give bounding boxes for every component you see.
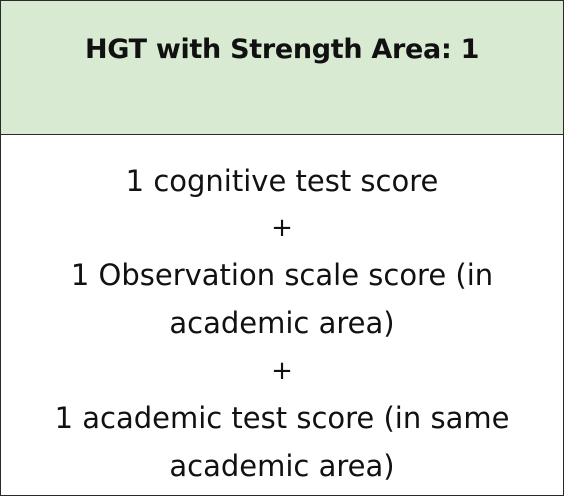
academic-test-line-1: 1 academic test score (in same xyxy=(54,401,510,435)
cognitive-test-line: 1 cognitive test score xyxy=(125,164,439,198)
card-title: HGT with Strength Area: 1 xyxy=(84,34,480,65)
plus-sign-2: + xyxy=(271,356,293,386)
card-header: HGT with Strength Area: 1 xyxy=(1,1,563,135)
academic-test-line-2: academic area) xyxy=(169,449,395,483)
plus-sign-1: + xyxy=(271,213,293,243)
card-body: 1 cognitive test score + 1 Observation s… xyxy=(1,135,563,495)
observation-scale-line-1: 1 Observation scale score (in xyxy=(70,258,494,292)
observation-scale-line-2: academic area) xyxy=(169,306,395,340)
